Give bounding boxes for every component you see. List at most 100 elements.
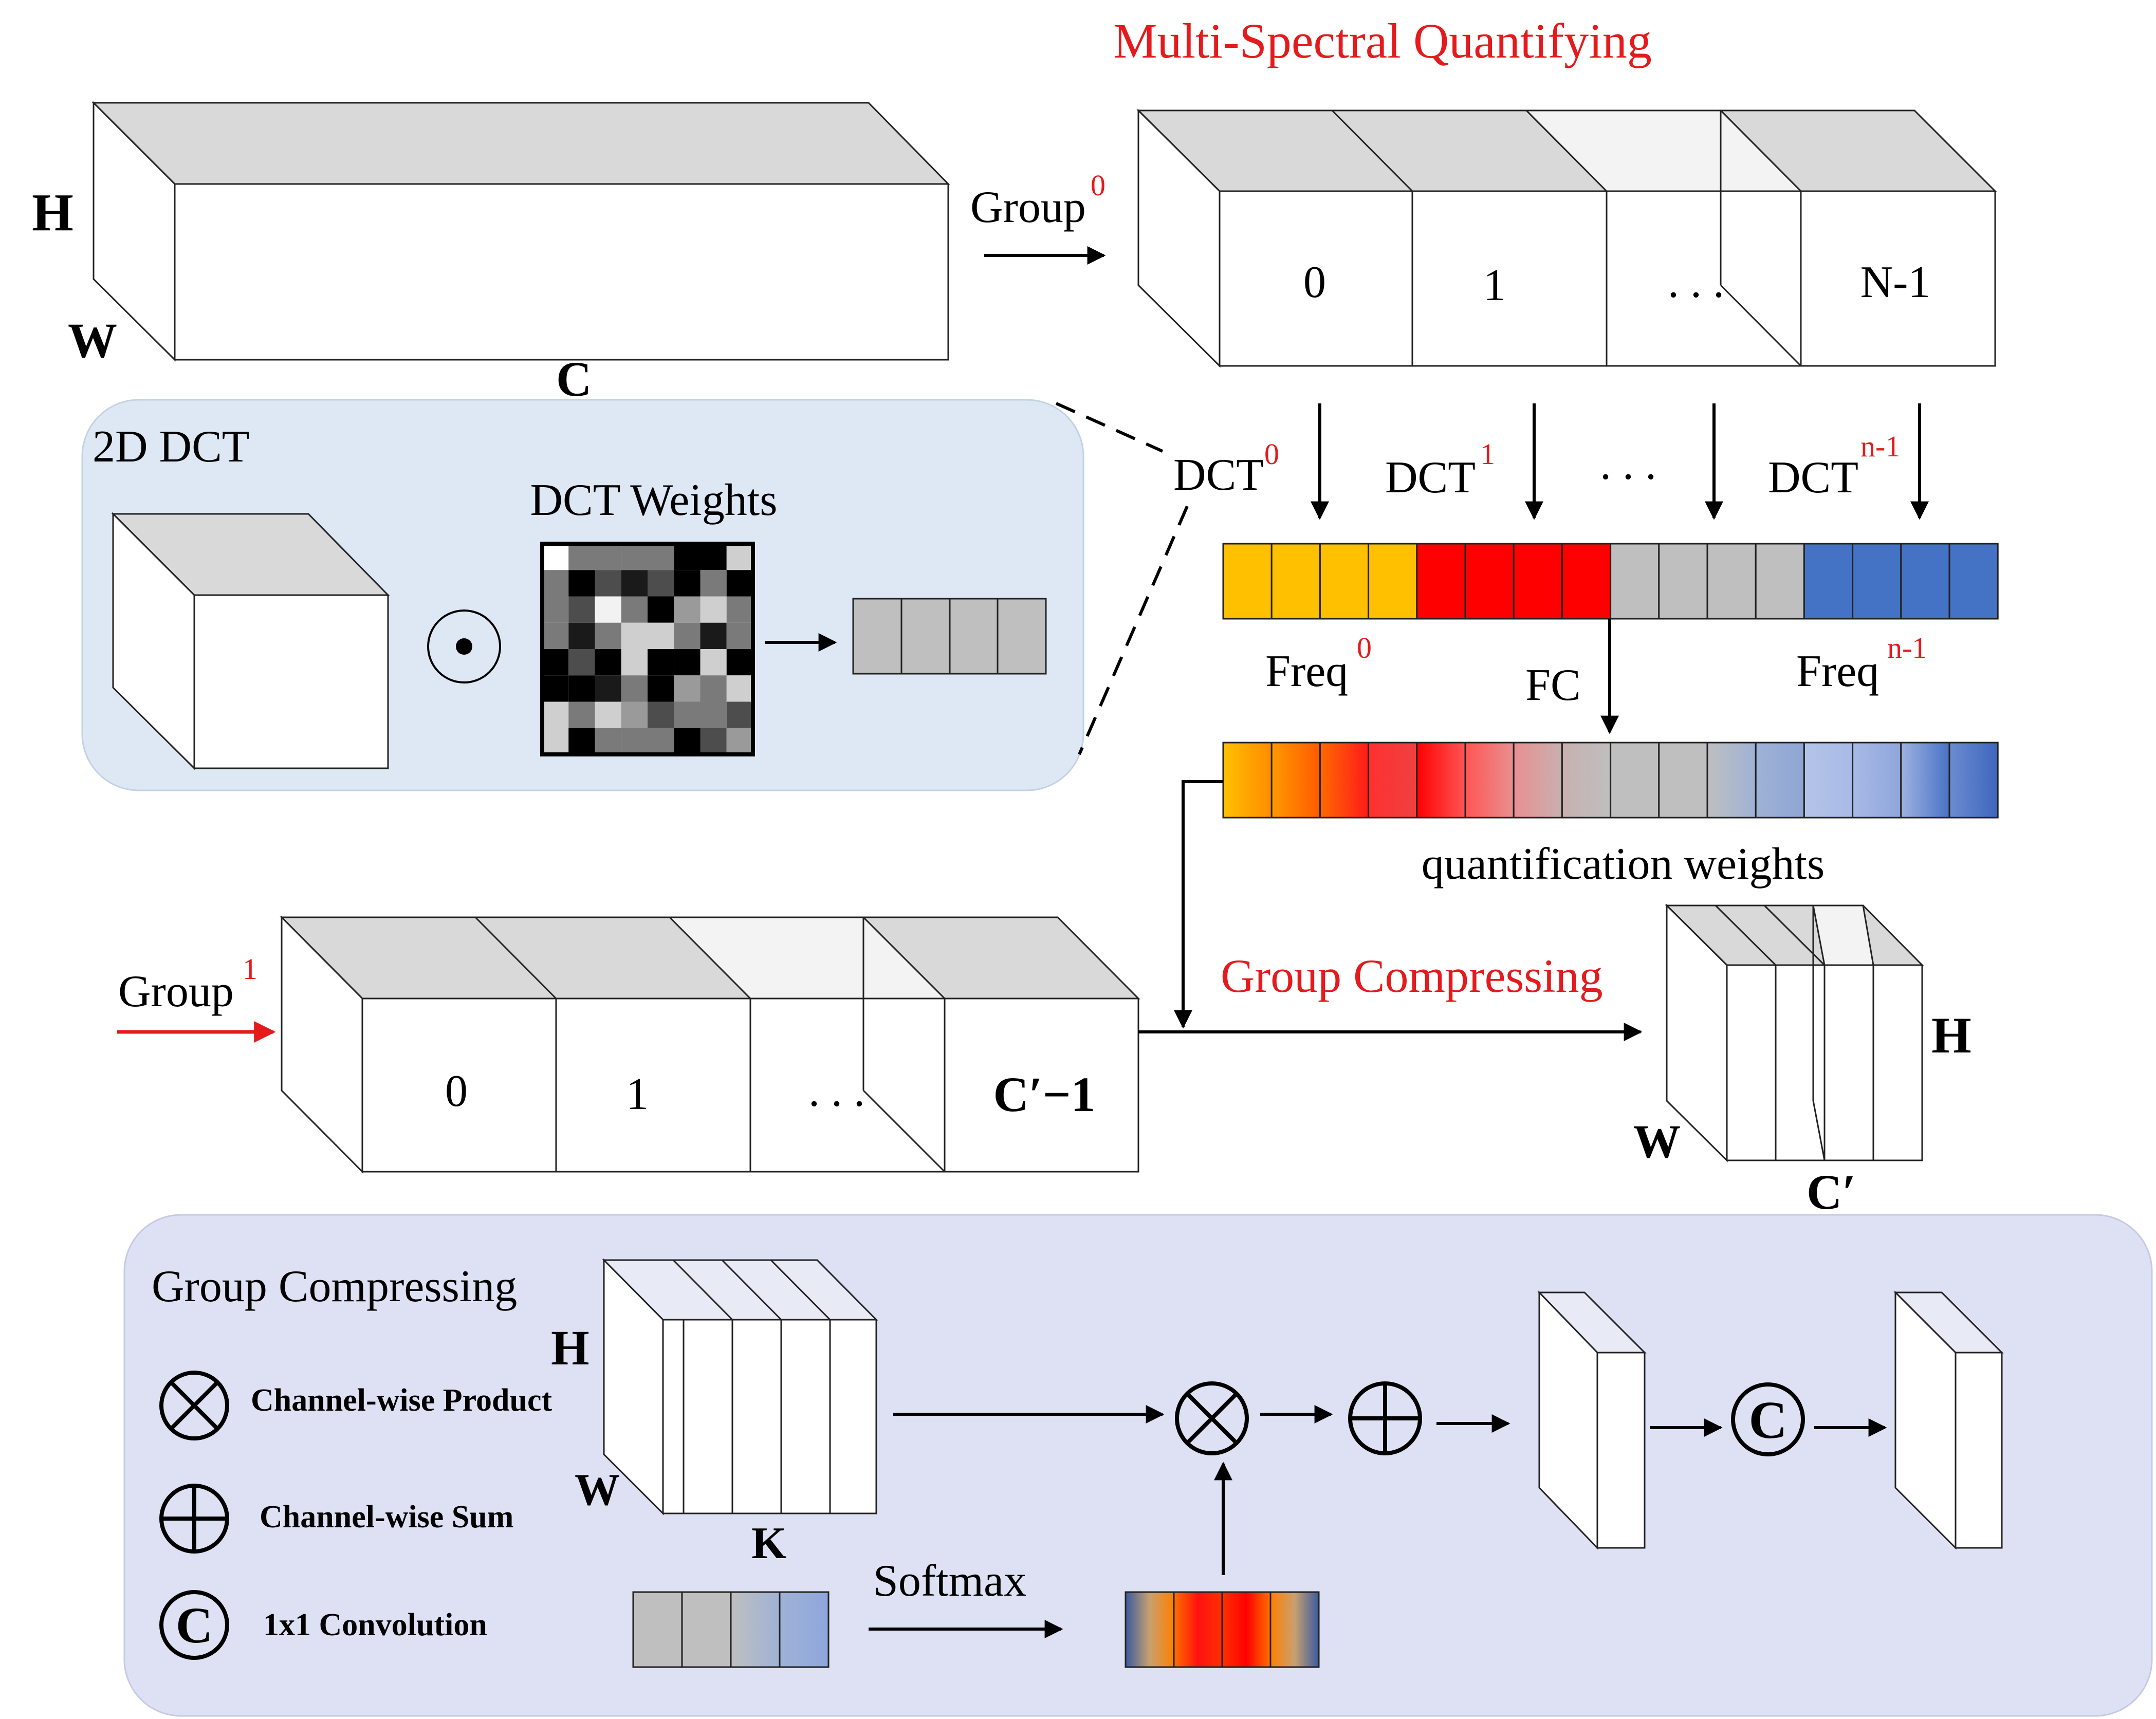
dct-panel-title: 2D DCT xyxy=(93,422,250,472)
dct-weight-cell xyxy=(568,544,595,570)
softmax-in-cell xyxy=(779,1591,830,1668)
freq-cell xyxy=(1222,543,1273,620)
freq-cell xyxy=(1658,543,1708,620)
group1-cell-last: C′−1 xyxy=(993,1067,1095,1122)
group0-cell-0: 0 xyxy=(1303,257,1326,307)
group1-tensor xyxy=(280,915,1140,1174)
freq-cell xyxy=(1755,543,1805,620)
softmax-label: Softmax xyxy=(873,1556,1026,1606)
group1-sup: 1 xyxy=(243,952,257,986)
dct0-label: DCT xyxy=(1173,450,1264,500)
dct-weight-cell xyxy=(621,544,648,570)
quant-cell xyxy=(1513,742,1563,819)
dct-weight-cell xyxy=(542,622,569,649)
dct-weight-cell xyxy=(674,728,701,754)
dctn-label: DCT xyxy=(1768,453,1858,503)
dct-weight-cell xyxy=(568,596,595,623)
dct-weight-cell xyxy=(674,570,701,597)
freq-cell xyxy=(1319,543,1370,620)
sum-operator xyxy=(1348,1381,1422,1455)
dct-weight-cell xyxy=(568,622,595,649)
quant-cell xyxy=(1270,742,1321,819)
dct-weight-cell xyxy=(674,544,701,570)
dct-weight-cell xyxy=(542,649,569,676)
gc-top-divider xyxy=(672,1259,733,1321)
group1-cell-ellipsis: . . . xyxy=(808,1066,865,1116)
softmax-out-cell xyxy=(1173,1591,1223,1668)
group0-cell-last: N-1 xyxy=(1860,257,1931,307)
gc-w-label: W xyxy=(575,1465,620,1515)
gc-k-label: K xyxy=(751,1519,786,1568)
dct-weight-cell xyxy=(542,675,569,702)
output-h-label: H xyxy=(1931,1007,1971,1064)
dct-weight-cell xyxy=(595,570,621,597)
dct-weight-cell xyxy=(568,728,595,754)
svg-text:C: C xyxy=(1748,1391,1787,1450)
freq-cell xyxy=(1610,543,1660,620)
dct-weight-cell xyxy=(621,596,648,623)
output-tensor xyxy=(1665,903,1924,1162)
dct-weight-cell xyxy=(726,596,753,623)
legend-product-symbol xyxy=(159,1371,229,1440)
freq-cell xyxy=(1368,543,1418,620)
dct-weight-cell xyxy=(568,701,595,728)
dct-weight-cell xyxy=(648,544,674,570)
quant-cell xyxy=(1222,742,1273,819)
gc-input-tensor xyxy=(602,1258,878,1515)
quant-cell xyxy=(1368,742,1418,819)
gc-front-edge xyxy=(662,1319,685,1514)
dct-weight-cell xyxy=(726,544,753,570)
dct-weight-cell xyxy=(542,544,569,570)
dct-weight-cell xyxy=(595,728,621,754)
softmax-out-cell xyxy=(1125,1591,1175,1668)
quant-cell xyxy=(1948,742,1999,819)
dct-weight-cell xyxy=(621,675,648,702)
dct-weight-cell xyxy=(595,701,621,728)
freq-cell xyxy=(1948,543,1999,620)
dct-weight-cell xyxy=(621,701,648,728)
dct-weight-cell xyxy=(648,596,674,623)
multi-spectral-title: Multi-Spectral Quantifying xyxy=(1113,13,1652,68)
dct-connector-top xyxy=(1055,402,1164,453)
dct1-label: DCT xyxy=(1385,453,1476,503)
group-compressing-title: Group Compressing xyxy=(1221,950,1603,1002)
dct-weight-cell xyxy=(568,675,595,702)
dct-weight-cell xyxy=(621,622,648,649)
dct-weight-border xyxy=(540,542,755,756)
frequency-bar xyxy=(1222,543,1999,620)
gc-panel-title: Group Compressing xyxy=(152,1262,517,1311)
input-h-label: H xyxy=(32,183,73,242)
sum-output-block xyxy=(1537,1290,1647,1550)
dct-weight-cell xyxy=(700,544,727,570)
freq-cell xyxy=(1803,543,1854,620)
input-w-label: W xyxy=(68,313,117,368)
group0-cell-1: 1 xyxy=(1483,261,1506,310)
quant-cell xyxy=(1900,742,1950,819)
dct-weights-title: DCT Weights xyxy=(530,475,777,525)
dct-weight-cell xyxy=(700,701,727,728)
dct-weight-cell xyxy=(595,544,621,570)
legend-product-text: Channel-wise Product xyxy=(251,1383,552,1418)
dct1-sup: 1 xyxy=(1480,437,1495,471)
softmax-output-vector xyxy=(1125,1591,1320,1668)
legend-sum-symbol xyxy=(159,1484,229,1554)
freq-cell xyxy=(1900,543,1950,620)
dct-weight-cell xyxy=(648,649,674,676)
quant-cell xyxy=(1319,742,1370,819)
softmax-in-cell xyxy=(681,1591,732,1668)
softmax-in-cell xyxy=(730,1591,781,1668)
dct-weight-cell xyxy=(726,622,753,649)
dct-weight-cell xyxy=(700,728,727,754)
dct-weight-cell xyxy=(595,675,621,702)
dct-weight-cell xyxy=(648,701,674,728)
quant-cell xyxy=(1658,742,1708,819)
dct-weight-cell xyxy=(674,649,701,676)
out-top-divider xyxy=(1715,904,1777,966)
dct-weight-cell xyxy=(700,570,727,597)
freq-cell xyxy=(1706,543,1757,620)
dct-weight-cell xyxy=(568,649,595,676)
group0-cell-ellipsis: . . . xyxy=(1668,257,1724,307)
input-tensor xyxy=(91,101,950,362)
freq-cell xyxy=(1416,543,1466,620)
out-light-slice xyxy=(1812,904,1874,966)
